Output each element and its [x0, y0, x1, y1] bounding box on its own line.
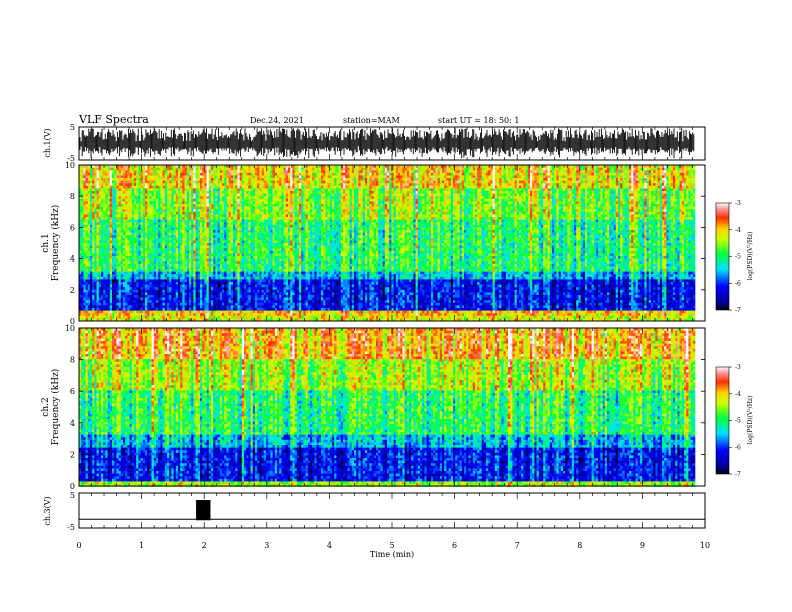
- ch1-waveform-line: [80, 128, 694, 158]
- start-time-label: start UT = 18: 50: 1: [438, 116, 519, 125]
- ch2-colorbar-ticks: -3 -4 -5 -6 -7: [729, 364, 741, 478]
- ch2-colorbar-tick-label: -7: [735, 471, 741, 478]
- x-tick-label: 0: [76, 541, 81, 550]
- ch1-ytick-top: 5: [70, 123, 75, 132]
- ch2-spectrogram-ytick-label: 10: [65, 324, 75, 333]
- date-label: Dec.24, 2021: [250, 116, 304, 125]
- ch1-spectrogram-ytick-label: 6: [70, 223, 75, 232]
- ch2-spectrogram-ytick-label: 0: [70, 482, 75, 491]
- x-tick-label: 2: [202, 541, 207, 550]
- ch3-signal-panel: 5 -5 ch.3(V): [43, 491, 705, 532]
- ch1-spectrogram-cells: [79, 165, 695, 321]
- ch1-spectrogram-ylabel-channel: ch.1: [41, 233, 51, 252]
- ch1-colorbar-tick-label: -3: [735, 200, 741, 207]
- ch2-spectrogram-ytick-label: 2: [70, 450, 75, 459]
- ch1-colorbar: -3 -4 -5 -6 -7 log(PSD)(V²/Hz): [716, 200, 754, 314]
- ch3-ytick-top: 5: [70, 491, 75, 500]
- ch1-waveform-trace: [80, 128, 694, 158]
- x-tick-label: 7: [515, 541, 520, 550]
- ch1-colorbar-gradient: [716, 203, 729, 310]
- ch1-spectrogram-ytick-label: 4: [70, 255, 75, 264]
- ch1-colorbar-tick-label: -7: [735, 307, 741, 314]
- ch3-ylabel: ch.3(V): [43, 496, 52, 525]
- ch2-colorbar-tick-label: -4: [735, 391, 741, 398]
- ch1-colorbar-label: log(PSD)(V²/Hz): [747, 232, 754, 281]
- ch1-spectrogram-ytick-label: 2: [70, 286, 75, 295]
- ch2-colorbar-gradient: [716, 367, 729, 474]
- ch1-colorbar-tick-label: -5: [735, 254, 741, 261]
- ch2-colorbar-tick-label: -5: [735, 418, 741, 425]
- x-tick-label: 1: [139, 541, 144, 550]
- ch2-colorbar: -3 -4 -5 -6 -7 log(PSD)(V²/Hz): [716, 364, 754, 478]
- ch2-colorbar-tick-label: -3: [735, 364, 741, 371]
- x-tick-label: 4: [327, 541, 332, 550]
- x-tick-label: 6: [452, 541, 457, 550]
- x-tick-label: 5: [389, 541, 394, 550]
- ch2-spectrogram-cells: [79, 328, 695, 487]
- ch2-colorbar-tick-label: -6: [735, 444, 741, 451]
- ch2-spectrogram-ylabel-frequency: Frequency (kHz): [50, 369, 61, 446]
- ch1-waveform-panel: 5 -5 ch.1(V): [43, 123, 705, 163]
- ch2-spectrogram-ytick-label: 8: [70, 356, 75, 365]
- ch1-colorbar-tick-label: -6: [735, 280, 741, 287]
- ch1-spectrogram-ylabel-frequency: Frequency (kHz): [50, 205, 61, 282]
- ch2-spectrogram-image: [79, 328, 705, 487]
- ch1-colorbar-tick-label: -4: [735, 227, 741, 234]
- ch2-spectrogram-ytick-label: 6: [70, 387, 75, 396]
- ch3-ytick-bottom: -5: [67, 523, 75, 532]
- ch1-spectrogram-image: [79, 165, 705, 321]
- ch3-signal-trace: [79, 500, 705, 520]
- ch2-spectrogram-ylabel-channel: ch.2: [41, 397, 51, 416]
- ch2-colorbar-label: log(PSD)(V²/Hz): [747, 396, 754, 445]
- x-axis-label: Time (min): [370, 550, 414, 559]
- ch2-spectrogram-panel: 0 2 4 6 8 10 ch.2 Frequency (kHz) -3 -4 -5 -6 -7 …: [41, 324, 754, 491]
- ch1-colorbar-ticks: -3 -4 -5 -6 -7: [729, 200, 741, 314]
- ch2-spectrogram-ytick-label: 4: [70, 419, 75, 428]
- x-tick-label: 3: [264, 541, 269, 550]
- figure-title: VLF Spectra: [78, 113, 149, 126]
- ch1-spectrogram-ytick-label: 8: [70, 192, 75, 201]
- ch1-ylabel: ch.1(V): [43, 128, 52, 157]
- x-tick-label: 8: [577, 541, 582, 550]
- x-tick-label: 9: [640, 541, 645, 550]
- ch1-spectrogram-ytick-label: 10: [65, 161, 75, 170]
- ch3-pulse: [196, 500, 210, 520]
- station-label: station=MAM: [343, 116, 400, 125]
- x-tick-label: 10: [700, 541, 710, 550]
